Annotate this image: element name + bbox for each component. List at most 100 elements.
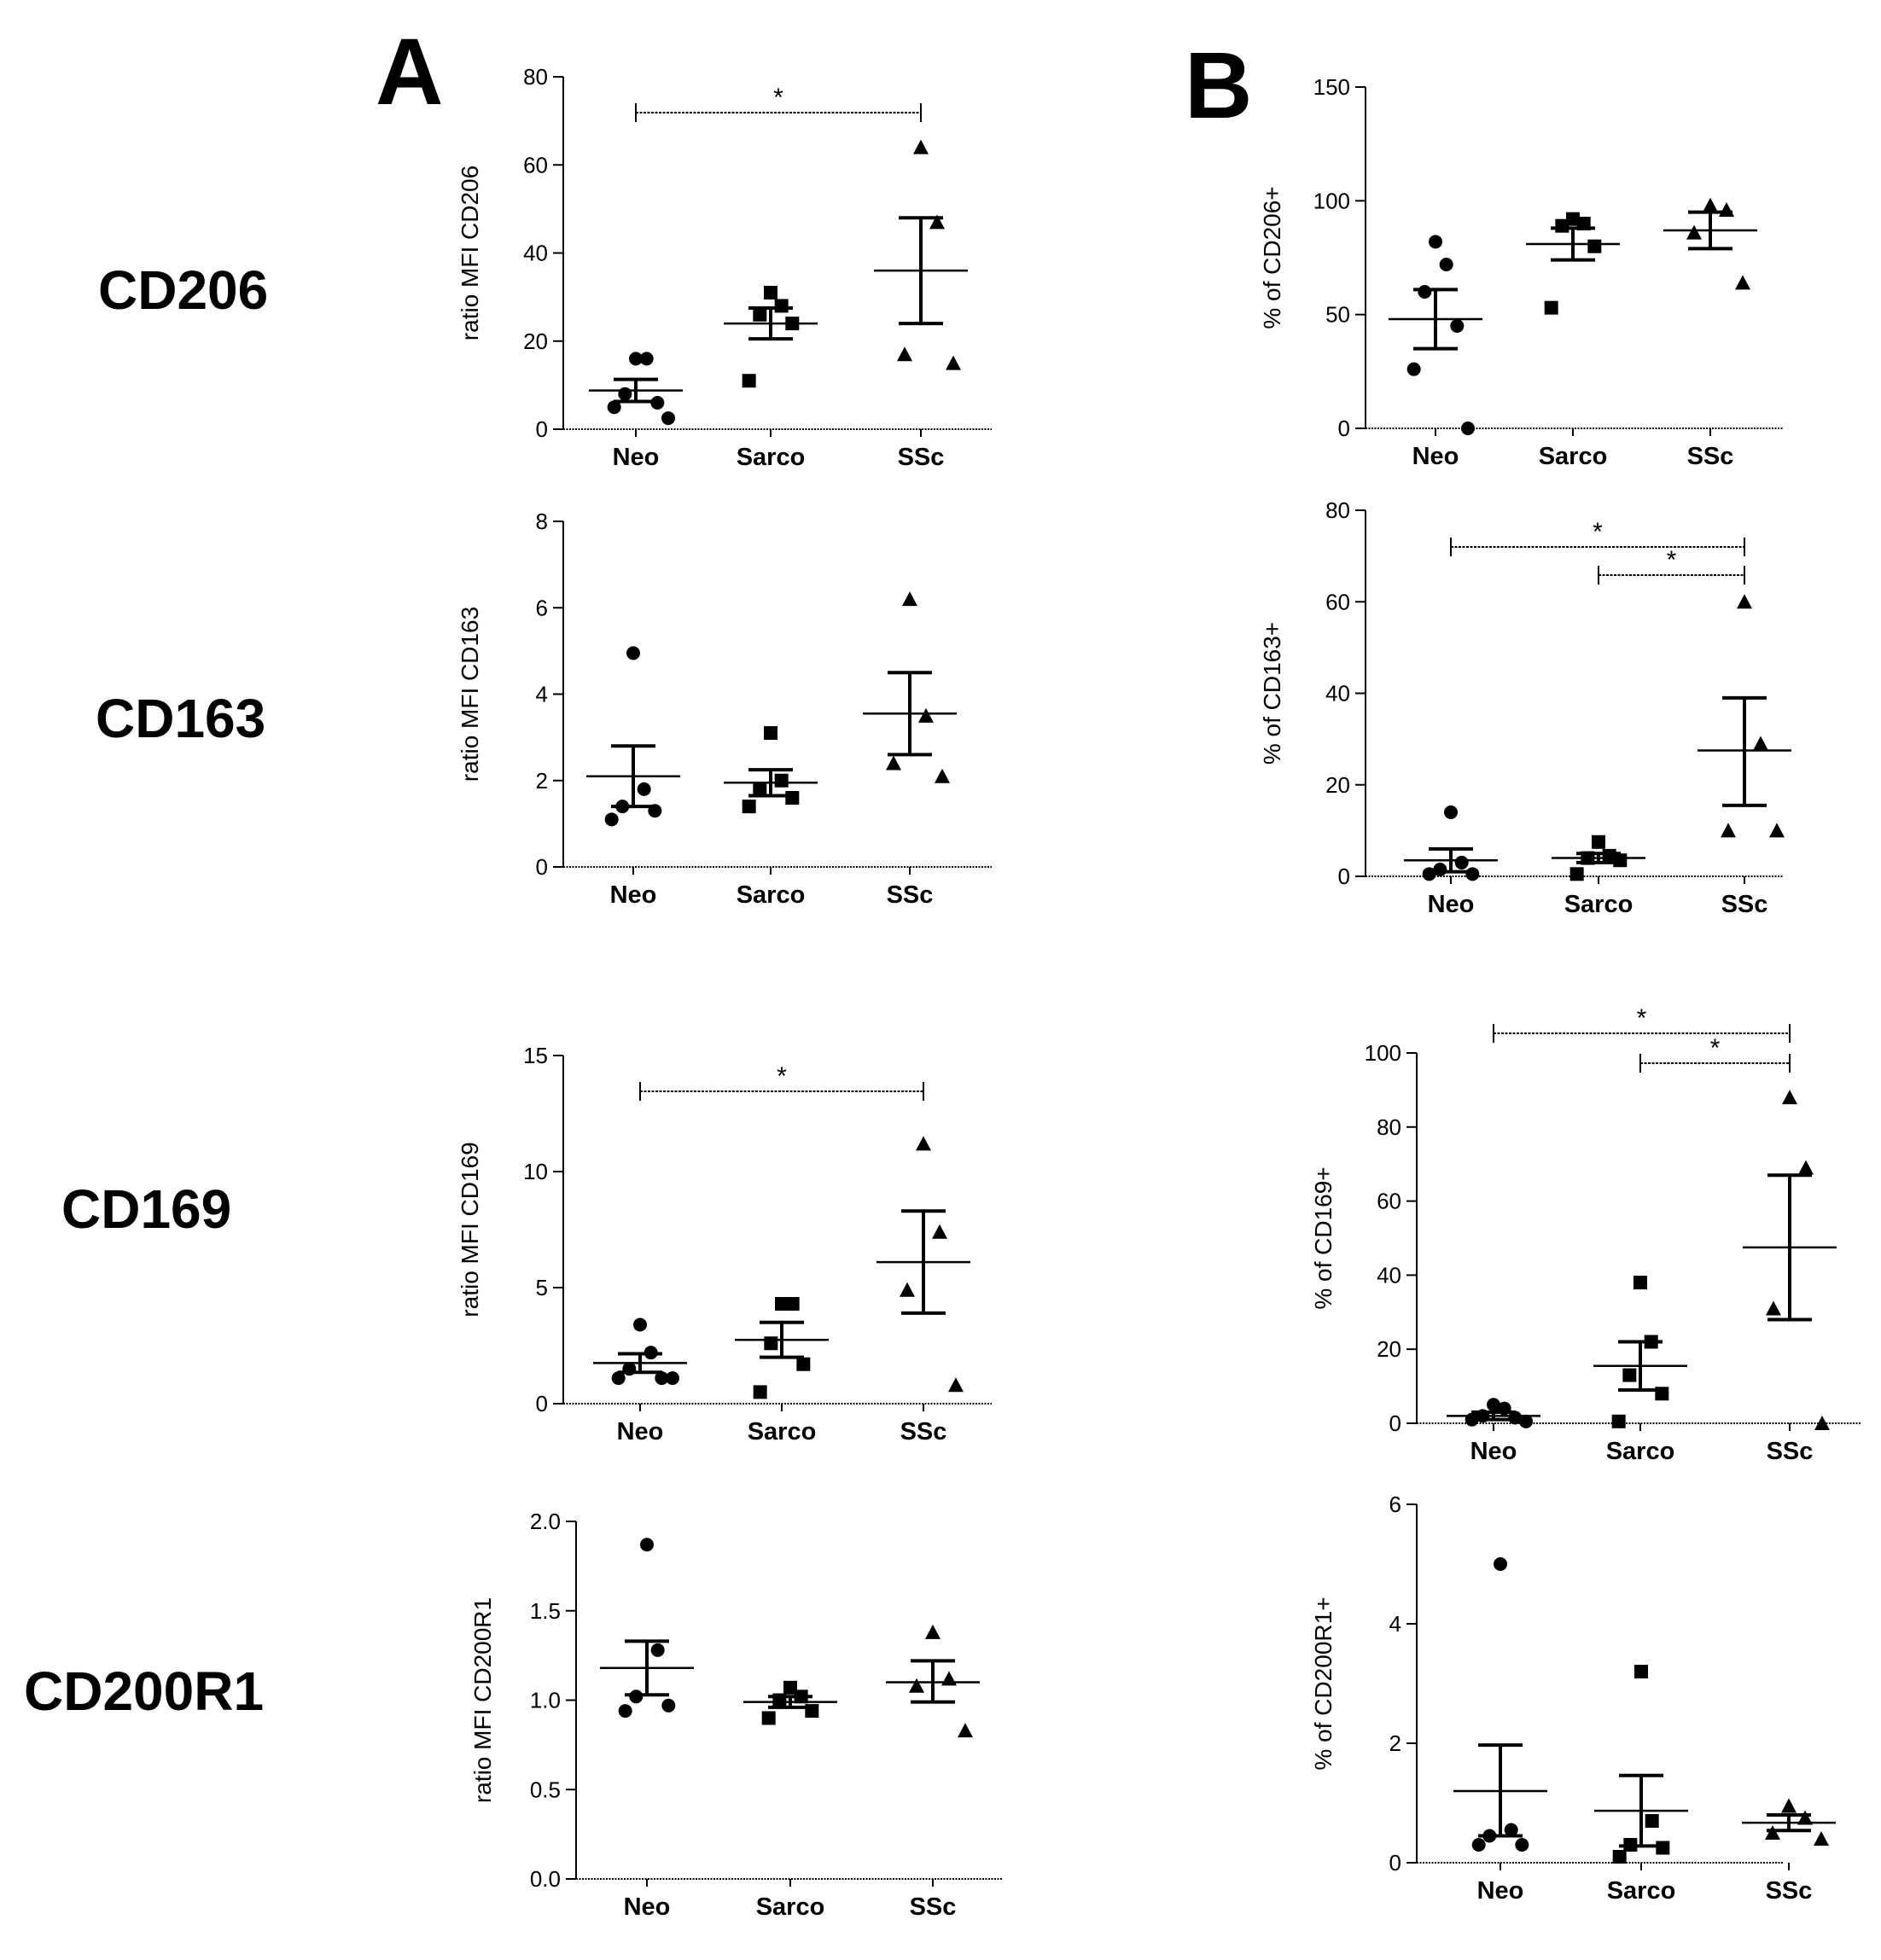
x-category-label: Sarco: [1539, 443, 1608, 470]
y-tick-label: 40: [1325, 681, 1350, 707]
y-axis-title: ratio MFI CD200R1: [469, 1597, 496, 1803]
significance-star: *: [773, 84, 783, 112]
data-point-square: [1655, 1387, 1669, 1401]
data-point-circle: [618, 1704, 632, 1719]
data-point-triangle: [1721, 823, 1736, 838]
x-category-label: Neo: [1412, 443, 1459, 470]
data-point-circle: [607, 400, 621, 415]
y-tick-label: 0: [1389, 1850, 1401, 1876]
data-point-circle: [1450, 319, 1465, 333]
data-point-square: [761, 1711, 776, 1725]
data-point-square: [1644, 1335, 1658, 1349]
data-point-circle: [629, 352, 643, 366]
x-category-label: Neo: [610, 881, 657, 909]
y-tick-label: 80: [1377, 1114, 1401, 1140]
data-point-circle: [1454, 855, 1469, 869]
data-point-square: [775, 1297, 789, 1312]
data-point-triangle: [1719, 202, 1734, 217]
data-point-circle: [1482, 1829, 1497, 1843]
data-point-triangle: [1765, 1825, 1780, 1840]
data-point-circle: [650, 1643, 665, 1657]
significance-star: *: [1637, 1004, 1647, 1032]
x-category-label: Neo: [1470, 1438, 1517, 1465]
data-point-circle: [1433, 862, 1447, 876]
data-point-circle: [615, 800, 630, 814]
data-point-circle: [666, 1371, 679, 1386]
x-category-label: Sarco: [1564, 891, 1634, 918]
data-point-circle: [604, 812, 619, 827]
data-point-triangle: [1798, 1160, 1814, 1175]
data-point-circle: [644, 1346, 658, 1360]
data-point-square: [1581, 851, 1595, 865]
y-tick-label: 0: [1338, 416, 1350, 441]
data-point-triangle: [1686, 224, 1702, 240]
row-label-cd163: CD163: [96, 688, 266, 749]
y-tick-label: 20: [523, 329, 548, 354]
chart-b-cd200r1: 0 2 4 6 % of CD200R1+ Neo Sarco SSc: [1310, 1492, 1836, 1905]
data-point-triangle: [902, 591, 917, 607]
data-point-triangle: [1814, 1416, 1830, 1430]
y-tick-label: 0: [1338, 864, 1350, 889]
y-tick-label: 5: [536, 1275, 548, 1300]
data-point-square: [1602, 848, 1616, 863]
y-tick-label: 20: [1377, 1336, 1401, 1362]
y-axis-title: ratio MFI CD169: [457, 1142, 483, 1317]
x-category-label: Neo: [1428, 891, 1475, 918]
x-category-label: SSc: [1721, 891, 1768, 918]
x-category-label: Sarco: [748, 1418, 817, 1445]
x-category-label: Neo: [1477, 1877, 1524, 1905]
data-point-triangle: [918, 707, 934, 723]
data-point-circle: [1504, 1823, 1518, 1837]
data-point-circle: [639, 352, 654, 366]
data-point-triangle: [932, 1224, 947, 1239]
data-point-circle: [1422, 867, 1436, 881]
chart-a-cd206: 0 20 40 60 80 ratio MFI CD206 Neo Sarco SSc *: [457, 64, 992, 471]
data-point-square: [753, 782, 767, 796]
panel-letter-b: B: [1185, 33, 1253, 138]
y-tick-label: 60: [523, 152, 548, 177]
x-category-label: Sarco: [756, 1893, 825, 1921]
data-point-circle: [1497, 1401, 1511, 1416]
y-tick-label: 15: [523, 1043, 548, 1068]
y-tick-label: 4: [1389, 1611, 1401, 1637]
data-point-square: [1544, 300, 1558, 315]
y-tick-label: 60: [1325, 589, 1350, 614]
data-point-square: [1634, 1665, 1648, 1678]
data-point-circle: [661, 1698, 676, 1713]
y-tick-label: 0: [536, 1391, 548, 1416]
data-point-square: [796, 1357, 811, 1371]
y-tick-label: 60: [1377, 1189, 1401, 1214]
y-tick-label: 4: [536, 682, 548, 707]
data-point-square: [785, 317, 800, 331]
data-point-square: [1622, 1368, 1637, 1382]
data-point-circle: [650, 396, 665, 410]
x-category-label: SSc: [898, 444, 945, 471]
panel-letter-a: A: [376, 20, 444, 125]
data-point-square: [1569, 867, 1584, 881]
y-tick-label: 0.0: [530, 1866, 561, 1892]
data-point-circle: [637, 782, 651, 796]
data-point-circle: [618, 387, 632, 401]
data-point-square: [774, 773, 789, 788]
data-point-square: [1587, 239, 1602, 253]
data-point-circle: [633, 1317, 647, 1332]
data-point-circle: [1444, 805, 1458, 819]
y-axis-title: % of CD169+: [1310, 1166, 1336, 1309]
chart-b-cd169: 0 20 40 60 80 100 % of CD169+ Neo Sarco SSc * *: [1310, 1004, 1861, 1465]
data-point-triangle: [958, 1723, 973, 1738]
y-axis-title: ratio MFI CD206: [457, 166, 483, 340]
y-tick-label: 150: [1313, 74, 1350, 100]
y-tick-label: 80: [1325, 497, 1350, 523]
data-point-circle: [1487, 1398, 1500, 1412]
y-axis-title: % of CD206+: [1259, 186, 1285, 329]
data-point-triangle: [1814, 1831, 1829, 1846]
data-point-circle: [1439, 258, 1453, 271]
y-tick-label: 0: [1389, 1410, 1401, 1436]
data-point-circle: [648, 804, 662, 818]
data-point-triangle: [1753, 736, 1768, 751]
y-tick-label: 1.0: [530, 1688, 561, 1713]
x-category-label: SSc: [910, 1893, 957, 1921]
data-point-triangle: [1781, 1798, 1797, 1813]
x-category-label: SSc: [1766, 1877, 1813, 1905]
y-axis-title: % of CD163+: [1259, 622, 1285, 765]
